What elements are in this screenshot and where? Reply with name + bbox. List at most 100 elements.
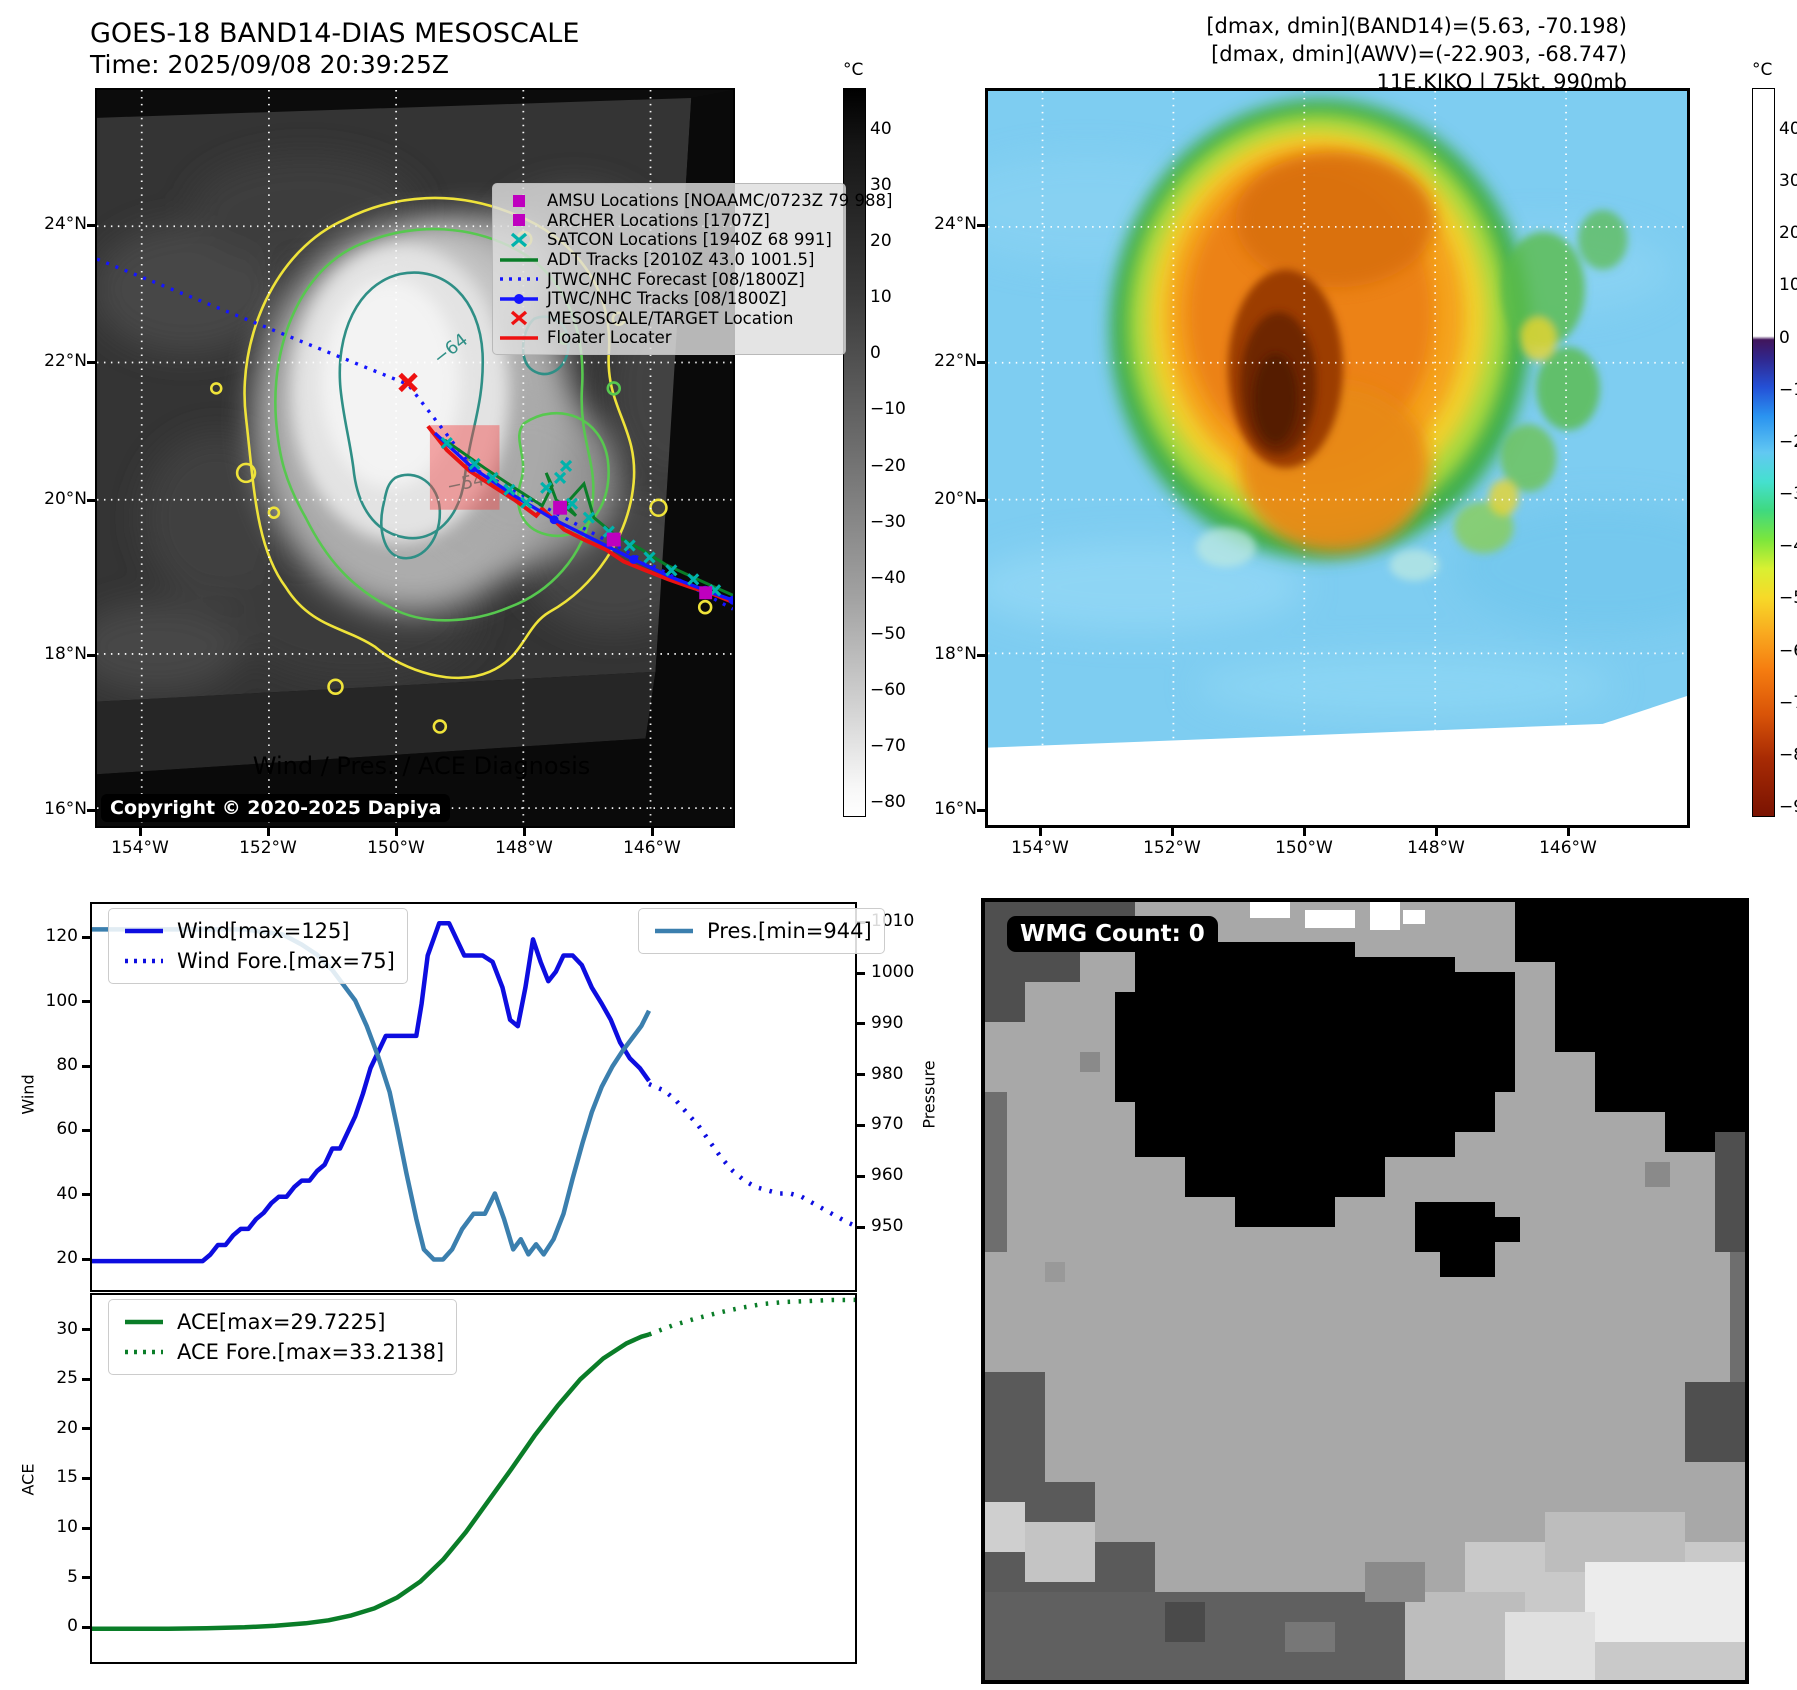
right-map-lat-tick-label: 24°N	[934, 214, 977, 234]
map-legend-item[interactable]: Floater Locater	[497, 328, 839, 348]
chart-ytick-right-label: 990	[871, 1012, 904, 1033]
ir-colorbar-tick-label: −70	[870, 735, 906, 756]
copyright-badge: Copyright © 2020-2025 Dapiya	[101, 794, 451, 822]
map-legend-item[interactable]: ARCHER Locations [1707Z]	[497, 211, 839, 231]
map-legend-label: MESOSCALE/TARGET Location	[547, 308, 794, 328]
ir-colorbar-tick-label: −60	[870, 679, 906, 700]
chart-ytick	[82, 1476, 90, 1480]
left-map-lon-tick	[267, 828, 270, 836]
chart-ytick-label: 40	[56, 1183, 78, 1204]
awv-scene	[988, 91, 1687, 825]
dotted-legend-marker	[125, 1349, 163, 1355]
ir-colorbar-tick-label: 0	[870, 343, 881, 364]
wmg-scene	[985, 902, 1745, 1680]
awv-colorbar-tick-label: −20	[1779, 431, 1797, 452]
map-legend-item[interactable]: MESOSCALE/TARGET Location	[497, 309, 839, 329]
chart-legend-item[interactable]: ACE Fore.[max=33.2138]	[121, 1337, 444, 1367]
chart-ytick-right-label: 1000	[871, 962, 915, 983]
chart-ytick-label: 20	[56, 1248, 78, 1269]
right-map-lat-tick	[977, 361, 985, 364]
map-legend-label: JTWC/NHC Tracks [08/1800Z]	[547, 289, 787, 309]
map-legend-item[interactable]: AMSU Locations [NOAAMC/0723Z 79 988]	[497, 191, 893, 211]
wind-axis-label: Wind	[18, 1074, 38, 1115]
chart-ytick-right	[857, 971, 865, 975]
left-map-lat-tick	[87, 809, 95, 812]
left-map-lat-tick-label: 16°N	[44, 799, 87, 819]
chart-legend-item[interactable]: Pres.[min=944]	[651, 916, 872, 946]
right-map-lon-tick	[1303, 828, 1306, 836]
ir-colorbar-tick-label: 10	[870, 287, 892, 308]
map-legend-label: SATCON Locations [1940Z 68 991]	[547, 230, 832, 250]
map-legend-label: Floater Locater	[547, 328, 672, 348]
chart-legend-item[interactable]: Wind Fore.[max=75]	[121, 946, 395, 976]
chart-ytick	[82, 1193, 90, 1197]
chart-ytick-right	[857, 1123, 865, 1127]
map-legend-item[interactable]: JTWC/NHC Tracks [08/1800Z]	[497, 289, 839, 309]
series-ace-max-	[92, 1332, 650, 1632]
series-ace-fore-max-	[648, 1297, 855, 1337]
ir-colorbar-tick-label: −30	[870, 511, 906, 532]
awv-colorbar-tick-label: 20	[1779, 223, 1797, 244]
square-legend-marker	[513, 194, 525, 207]
awv-colorbar-tick-label: −80	[1779, 744, 1797, 765]
chart-ytick-label: 10	[56, 1517, 78, 1538]
chart-ytick-label: 25	[56, 1368, 78, 1389]
jtwc-forecast-track	[97, 257, 733, 611]
awv-colorbar-tick-label: −40	[1779, 536, 1797, 557]
right-map-lon-tick-label: 148°W	[1407, 838, 1465, 858]
chart-ytick-right	[857, 1022, 865, 1026]
right-map-lon-tick-label: 146°W	[1539, 838, 1597, 858]
map-legend-label: ARCHER Locations [1707Z]	[547, 210, 770, 230]
right-map-lon-tick-label: 154°W	[1011, 838, 1069, 858]
wmg-panel[interactable]: WMG Count: 0	[981, 898, 1749, 1684]
solid-legend-marker	[655, 928, 693, 934]
awv-colorbar-tick-label: 10	[1779, 275, 1797, 296]
map-legend-item[interactable]: SATCON Locations [1940Z 68 991]	[497, 230, 839, 250]
awv-colorbar-tick-label: −30	[1779, 484, 1797, 505]
right-map-lat-tick-label: 20°N	[934, 489, 977, 509]
right-map-lon-tick-label: 150°W	[1275, 838, 1333, 858]
ir-colorbar-unit: °C	[843, 60, 864, 80]
line-legend-marker	[500, 257, 538, 262]
left-map-lat-tick	[87, 361, 95, 364]
awv-color-map[interactable]	[985, 88, 1690, 828]
left-map-lon-tick-label: 146°W	[623, 838, 681, 858]
chart-legend-item[interactable]: ACE[max=29.7225]	[121, 1307, 444, 1337]
left-map-lon-tick	[139, 828, 142, 836]
dmax-dmin-awv: [dmax, dmin](AWV)=(-22.903, -68.747)	[1211, 42, 1627, 66]
map-legend-item[interactable]: JTWC/NHC Forecast [08/1800Z]	[497, 269, 839, 289]
left-map-lon-tick	[395, 828, 398, 836]
awv-colorbar-tick-label: 40	[1779, 119, 1797, 139]
map-legend-label: ADT Tracks [2010Z 43.0 1001.5]	[547, 250, 815, 270]
diagnosis-title: Wind / Pres. / ACE Diagnosis	[252, 752, 591, 780]
ir-colorbar-tick-label: −10	[870, 399, 906, 420]
chart-ytick-label: 80	[56, 1055, 78, 1076]
chart-ytick	[82, 935, 90, 939]
right-map-lat-tick	[977, 809, 985, 812]
satellite-ir-map[interactable]: −64 −54	[95, 88, 893, 828]
map-legend-item[interactable]: ADT Tracks [2010Z 43.0 1001.5]	[497, 250, 839, 270]
line-legend-marker	[500, 336, 538, 340]
series-wind-fore-max-	[648, 1082, 855, 1228]
left-map-lat-tick	[87, 499, 95, 502]
right-map-lon-tick	[1435, 828, 1438, 836]
awv-colorbar-tick-label: −50	[1779, 588, 1797, 609]
chart-ytick-label: 0	[67, 1616, 78, 1637]
chart-legend-item[interactable]: Wind[max=125]	[121, 916, 395, 946]
chart-ytick	[82, 1576, 90, 1580]
storm-speckles	[1196, 210, 1628, 581]
left-map-lat-tick-label: 24°N	[44, 214, 87, 234]
right-map-lon-tick	[1171, 828, 1174, 836]
amsu-archer-markers	[553, 500, 713, 600]
solid-legend-marker	[125, 928, 163, 934]
left-map-lon-tick	[651, 828, 654, 836]
ir-colorbar-tick-label: −20	[870, 455, 906, 476]
ir-colorbar-tick-label: 20	[870, 231, 892, 252]
floater-track	[426, 424, 733, 605]
chart-ytick	[82, 1427, 90, 1431]
ir-colorbar-tick-label: −80	[870, 792, 906, 812]
right-map-lon-tick-label: 152°W	[1143, 838, 1201, 858]
wmg-count-badge: WMG Count: 0	[1007, 916, 1218, 952]
ir-colorbar-tick-label: 40	[870, 119, 892, 139]
